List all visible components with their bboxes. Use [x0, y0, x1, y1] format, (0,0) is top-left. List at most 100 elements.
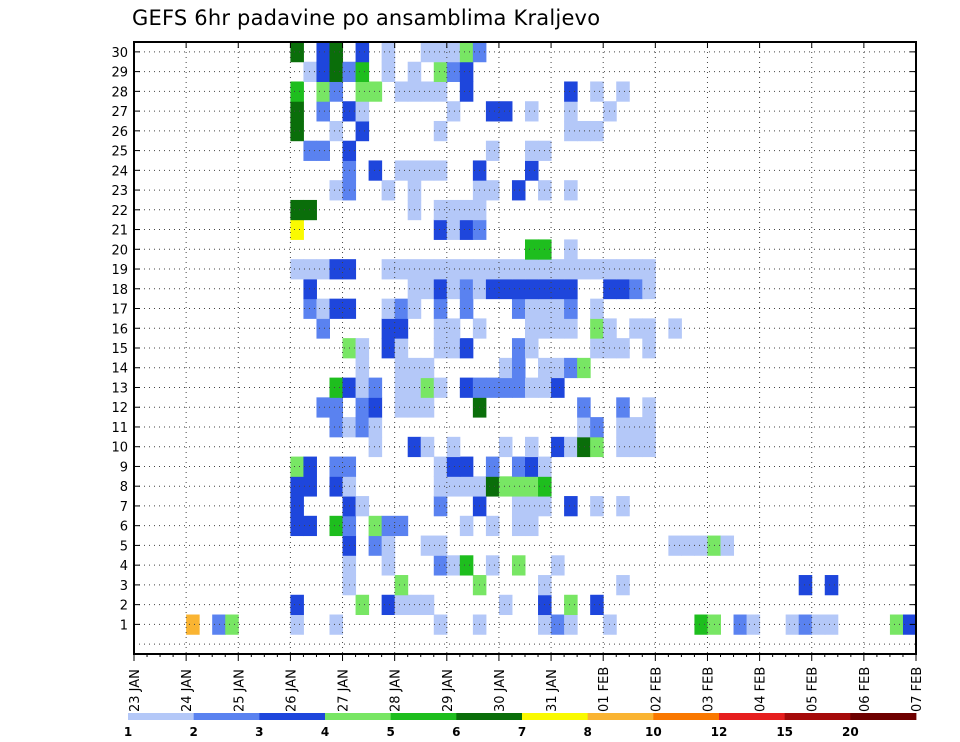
heatmap-cell: [564, 496, 578, 517]
heatmap-cell: [381, 180, 396, 201]
heatmap-cell: [511, 515, 526, 537]
y-tick-label: 14: [111, 362, 128, 377]
heatmap-cell: [564, 81, 578, 102]
heatmap-cell: [290, 496, 304, 517]
colorbar-swatch: [128, 713, 195, 720]
heatmap-cell: [511, 456, 526, 477]
heatmap-cell: [316, 61, 330, 82]
heatmap-cell: [290, 515, 304, 537]
heatmap-cell: [303, 140, 317, 161]
heatmap-cell: [459, 42, 474, 63]
colorbar-swatch: [719, 713, 786, 720]
heatmap-cell: [433, 42, 448, 63]
heatmap-cell: [290, 259, 304, 280]
heatmap-cell: [290, 614, 304, 635]
heatmap-cell: [889, 614, 904, 635]
heatmap-cell: [577, 397, 591, 418]
heatmap-cell: [616, 259, 630, 280]
y-tick-label: 13: [111, 381, 128, 396]
heatmap-cell: [511, 555, 526, 576]
heatmap-cell: [616, 338, 630, 359]
heatmap-cell: [590, 298, 604, 319]
heatmap-cell: [590, 338, 604, 359]
y-tick-label: 7: [120, 500, 128, 515]
heatmap-cell: [381, 318, 396, 339]
x-tick-label: 30 JAN: [493, 669, 508, 712]
heatmap-cell: [616, 496, 630, 517]
heatmap-cell: [511, 259, 526, 280]
heatmap-cell: [381, 555, 396, 576]
heatmap-cell: [564, 180, 578, 201]
heatmap-cell: [316, 42, 330, 63]
heatmap-cell: [303, 61, 317, 82]
heatmap-cell: [511, 278, 526, 300]
heatmap-cells: [186, 42, 917, 635]
colorbar-swatch: [850, 713, 917, 720]
heatmap-cell: [433, 278, 448, 300]
heatmap-cell: [420, 278, 435, 300]
x-tick-label: 23 JAN: [128, 669, 143, 712]
y-tick-label: 20: [111, 243, 128, 258]
y-tick-label: 23: [111, 184, 128, 199]
heatmap-cell: [303, 278, 317, 300]
heatmap-cell: [303, 259, 317, 280]
heatmap-cell: [186, 614, 200, 635]
colorbar-label: 2: [189, 725, 197, 739]
heatmap-cell: [381, 594, 396, 616]
heatmap-cell: [446, 318, 461, 339]
y-tick-label: 15: [111, 342, 128, 357]
heatmap-cell: [303, 476, 317, 497]
colorbar-label: 20: [842, 725, 859, 739]
heatmap-cell: [525, 338, 539, 359]
heatmap-cell: [446, 42, 461, 63]
heatmap-cell: [329, 456, 344, 477]
y-tick-label: 28: [111, 85, 128, 100]
heatmap-cell: [485, 476, 500, 497]
heatmap-cell: [368, 81, 383, 102]
y-tick-label: 30: [111, 46, 128, 61]
heatmap-cell: [824, 614, 839, 635]
heatmap-cell: [433, 476, 448, 497]
heatmap-cell: [381, 535, 396, 556]
heatmap-cell: [498, 594, 513, 616]
y-tick-label: 1: [120, 618, 128, 633]
heatmap-cell: [616, 575, 630, 596]
y-tick-label: 4: [120, 559, 128, 574]
heatmap-cell: [316, 397, 330, 418]
heatmap-cell: [498, 377, 513, 398]
y-tick-label: 2: [120, 599, 128, 614]
heatmap-cell: [420, 81, 435, 102]
heatmap-cell: [511, 377, 526, 398]
x-tick-label: 05 FEB: [806, 667, 821, 712]
heatmap-cell: [525, 456, 539, 477]
heatmap-cell: [525, 318, 539, 339]
heatmap-cell: [329, 298, 344, 319]
heatmap-cell: [564, 239, 578, 260]
y-tick-label: 5: [120, 539, 128, 554]
colorbar-swatch: [325, 713, 392, 720]
heatmap-cell: [525, 476, 539, 497]
heatmap-cell: [564, 259, 578, 280]
heatmap-cell: [551, 614, 565, 635]
heatmap-cell: [290, 81, 304, 102]
heatmap-cell: [368, 417, 383, 438]
heatmap-cell: [525, 298, 539, 319]
colorbar-swatch: [587, 713, 654, 720]
heatmap-cell: [459, 555, 474, 576]
heatmap-cell: [668, 535, 682, 556]
heatmap-cell: [459, 81, 474, 102]
colorbar-label: 4: [321, 725, 329, 739]
heatmap-cell: [420, 594, 435, 616]
heatmap-cell: [564, 278, 578, 300]
heatmap-cell: [290, 476, 304, 497]
heatmap-cell: [290, 456, 304, 477]
heatmap-cell: [433, 199, 448, 221]
heatmap-cell: [498, 278, 513, 300]
heatmap-cell: [420, 357, 435, 379]
heatmap-cell: [329, 417, 344, 438]
heatmap-cell: [485, 180, 500, 201]
x-tick-label: 28 JAN: [389, 669, 404, 712]
x-tick-label: 24 JAN: [180, 669, 195, 712]
heatmap-cell: [394, 575, 409, 596]
y-tick-label: 10: [111, 441, 128, 456]
